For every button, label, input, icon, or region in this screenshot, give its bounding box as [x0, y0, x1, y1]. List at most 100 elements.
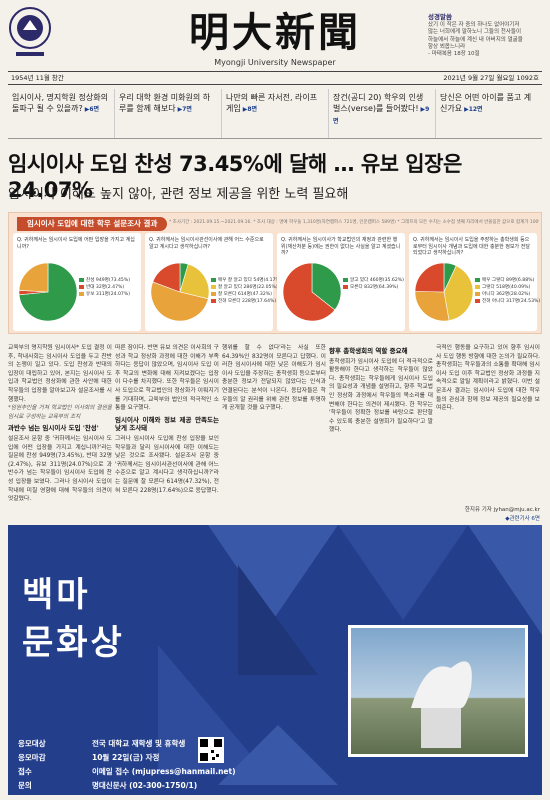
legend-entry: 매우 그렇다 89명(6.88%) — [475, 277, 537, 284]
sub-headline: 임시이사 이해도 높지 않아, 관련 정보 제공을 위한 노력 필요해 — [8, 187, 349, 202]
pie-chart — [415, 263, 473, 321]
legend-swatch — [79, 277, 84, 282]
ad-triangle-pattern — [158, 525, 542, 785]
legend-entry: 유보 311명(24.07%) — [79, 291, 141, 298]
legend-entry: 알고 있다 460명(35.62%) — [343, 277, 405, 284]
legend-swatch — [475, 291, 480, 296]
index-item[interactable]: 장건(공디 20) 학우의 인생 벌스(verse)를 들어봤다! ▶9면 — [329, 89, 436, 138]
pie-chart — [151, 263, 209, 321]
related-article-link[interactable]: ◆관련기사 6면 — [505, 516, 540, 522]
pie-slice — [283, 263, 336, 321]
legend-swatch — [79, 291, 84, 296]
ad-title: 백마 문화상 — [22, 575, 125, 663]
article-paragraph: 행위를 할 수 없다'라는 사실 또한 64.39%인 832명이 모른다고 답… — [222, 345, 326, 412]
newspaper-english-name: Myongji University Newspaper — [214, 58, 336, 67]
legend-entry: 전혀 모른다 228명(17.64%) — [211, 298, 276, 305]
legend-entry: 전혀 아니다 317명(24.53%) — [475, 298, 540, 305]
ad-info-table: 응모대상 전국 대학교 재학생 및 휴학생 응모마감 10월 22일(금) 자정 접… — [18, 737, 318, 793]
pie-slice — [179, 263, 209, 300]
bible-verse-line: 하늘에서 하늘에 계신 내 아버지의 얼굴을 — [428, 36, 523, 43]
legend-swatch — [343, 277, 348, 282]
legend-swatch — [343, 284, 348, 289]
survey-results-panel: 임시이사 도입에 대한 학우 설문조사 결과 * 조사기간 : 2021.09.… — [8, 212, 542, 334]
pie-slice — [19, 263, 49, 293]
article-footnote: *임원추인을 거쳐 학교법인 이사회의 결원을 임시로 구성하는 교육부의 조치 — [8, 405, 112, 420]
index-item[interactable]: 당신은 어떤 아이를 품고 계신가요 ▶12면 — [440, 93, 532, 113]
page-ref: ▶8면 — [242, 106, 258, 113]
article-subheading: 임시이사 이해와 정보 제공 만족도는 낮게 조사돼 — [115, 415, 219, 433]
legend-swatch — [475, 284, 480, 289]
article-column: 극적인 행동을 요구하고 있어 향후 임시이사 도입 행동 방향에 대한 논의가… — [436, 344, 540, 502]
survey-question-text: Q. 귀하께서는 임시이사 도입을 주장하는 총학생회 등으로부터 임시이사 개… — [413, 237, 530, 255]
survey-question-card: Q. 귀하께서는 임시이사 도입에 어떤 입장을 가지고 계십니까? 찬성 949… — [13, 233, 141, 331]
article-subheading: 향후 총학생회의 역할 중요해 — [329, 347, 408, 355]
bible-verse-source: - 마태복음 18장 10절 — [428, 51, 480, 58]
pie-slice — [311, 263, 341, 311]
article-paragraph: 교육부의 명지학원 임시이사* 도입 결정 이후, 학내사회는 임시이사 도입을… — [8, 345, 112, 403]
article-paragraph: 그러나 임시이사 도입에 찬성 입장을 보인 학우들과 달리 임시이사에 대한 … — [115, 435, 219, 494]
pie-slice — [152, 263, 181, 293]
pie-legend: 매우 그렇다 89명(6.88%) 그렇다 518명(40.09%) 아니다 362… — [475, 277, 540, 305]
pie-slice — [415, 263, 445, 293]
page-ref: ▶9면 — [333, 106, 430, 125]
page-ref: ▶6면 — [84, 106, 100, 113]
survey-title: 임시이사 도입에 대한 학우 설문조사 결과 — [17, 217, 168, 231]
pie-chart — [19, 263, 77, 321]
bible-verse-line: 샀기 이 작은 자 중의 하나도 없어야기저 — [428, 22, 520, 29]
newspaper-masthead: 明大新聞 — [189, 9, 361, 56]
article-body: 교육부의 명지학원 임시이사* 도입 결정 이후, 학내사회는 임시이사 도입을… — [8, 344, 542, 522]
section-index: 임시이사, 명지학원 정상화의 돌파구 될 수 있을까? ▶6면 우리 대학 환경… — [8, 89, 542, 139]
bible-verse-title: 성경말씀 — [428, 13, 452, 21]
bible-verse-line: 항상 뵈옵느니라 — [428, 43, 466, 50]
survey-question-card: Q. 귀하께서는 임시이사 도입을 주장하는 총학생회 등으로부터 임시이사 개… — [409, 233, 540, 331]
university-seal — [8, 6, 52, 62]
legend-swatch — [475, 277, 480, 282]
legend-entry: 그렇다 518명(40.09%) — [475, 284, 537, 291]
main-headline: 임시이사 도입 찬성 73.45%에 달해 … 유보 입장은 24.07% — [8, 152, 462, 202]
legend-swatch — [211, 284, 216, 289]
legend-swatch — [211, 291, 216, 296]
article-column: 행위를 할 수 없다'라는 사실 또한 64.39%인 832명이 모른다고 답… — [222, 344, 326, 522]
page-ref: ▶7면 — [177, 106, 192, 113]
dateline: 1954년 11월 창간 2021년 9월 27일 월요일 1092호 — [8, 71, 542, 85]
survey-question-text: Q. 귀하께서는 임시이사관선이사에 관해 어느 수준으로 알고 계시다고 생각… — [149, 237, 264, 250]
qr-code-icon[interactable] — [198, 737, 224, 763]
pie-chart — [283, 263, 341, 321]
white-horse-statue-photo — [348, 625, 528, 757]
issue-date: 2021년 9월 27일 월요일 1092호 — [443, 74, 539, 82]
legend-entry: 모른다 832명(64.39%) — [343, 284, 405, 291]
index-item[interactable]: 우리 대학 환경 미화원의 하루를 함께 해보다 ▶7면 — [115, 89, 222, 138]
reporter-byline: 한지유 기자 jyhan@mju.ac.kr — [464, 507, 540, 513]
survey-notes: * 조사기간 : 2021.09.15.~2021.09.16. * 조사 대상… — [169, 220, 539, 225]
pie-legend: 찬성 949명(73.45%) 반대 32명(2.47%) 유보 311명(24.0… — [79, 277, 141, 298]
bible-verse-box: 성경말씀 샀기 이 작은 자 중의 하나도 없어야기저 않는 너희에게 말하노니… — [428, 13, 543, 58]
bible-verse-line: 않는 너희에게 말하노니 그들의 천사들이 — [428, 29, 522, 36]
founding-date: 1954년 11월 창간 — [11, 74, 64, 82]
legend-entry: 반대 32명(2.47%) — [79, 284, 141, 291]
legend-entry: 잘 알고 있다 286명(22.05%) — [211, 284, 278, 291]
legend-swatch — [475, 298, 480, 303]
index-item[interactable]: 나만의 빠른 자서전, 라이프 게임 ▶8면 — [222, 89, 329, 138]
pie-legend: 매우 잘 알고 있다 54명(4.17%) 잘 알고 있다 286명(22.05%… — [211, 277, 282, 305]
legend-entry: 아니다 362명(28.02%) — [475, 291, 537, 298]
survey-question-card: Q. 귀하께서는 임시이사관선이사에 관해 어느 수준으로 알고 계시다고 생각… — [145, 233, 282, 331]
legend-entry: 잘 모른다 614명(47.32%) — [211, 291, 273, 298]
index-item[interactable]: 임시이사, 명지학원 정상화의 돌파구 될 수 있을까? ▶6면 — [8, 89, 115, 138]
ad-info-row: 접수 이메일 접수 (mjupress@hanmail.net) — [18, 767, 236, 776]
article-column: 교육부의 명지학원 임시이사* 도입 결정 이후, 학내사회는 임시이사 도입을… — [8, 344, 112, 522]
legend-swatch — [211, 298, 216, 303]
article-subheading: 과반수 넘는 임시이사 도입 '찬성' — [8, 424, 99, 433]
legend-entry: 찬성 949명(73.45%) — [79, 277, 141, 284]
pie-slice — [151, 281, 209, 321]
ad-info-row: 응모대상 전국 대학교 재학생 및 휴학생 — [18, 739, 186, 748]
pie-slice — [443, 265, 473, 321]
survey-question-text: Q. 귀하께서는 임시이사 도입에 어떤 입장을 가지고 계십니까? — [17, 237, 135, 250]
ad-info-row: 문의 명대신문사 (02-300-1750/1) — [18, 781, 198, 790]
article-paragraph: 따른 잠이다. 반면 유보 의견은 이사회의 구성과 학교 정상화 과정에 대한… — [115, 345, 219, 412]
pie-legend: 알고 있다 460명(35.62%) 모른다 832명(64.39%) — [343, 277, 405, 291]
survey-question-card: Q. 귀하께서는 임시이사가 학교법인의 재정과 관련한 행위(재산처분 등)에… — [277, 233, 405, 331]
article-paragraph: 총학생회가 임시이사 도입에 더 적극적으로 활동해야 한다고 생각하는 학우들… — [329, 358, 433, 434]
legend-swatch — [79, 284, 84, 289]
article-paragraph: 설문조사 문항 중 '귀하께서는 임시이사 도입에 어떤 입장을 가지고 계십니… — [8, 435, 112, 503]
ad-info-row: 응모마감 10월 22일(금) 자정 — [18, 753, 160, 762]
